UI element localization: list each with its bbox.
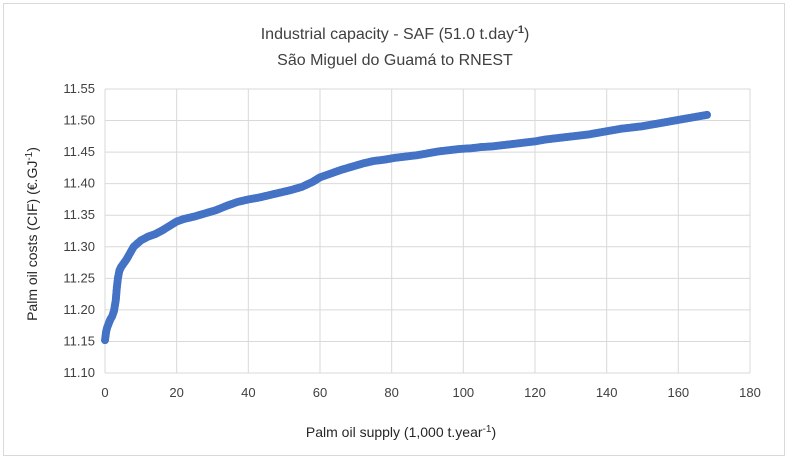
x-tick-label: 80 bbox=[384, 385, 398, 400]
y-tick-label: 11.20 bbox=[63, 302, 95, 317]
x-tick-label: 0 bbox=[101, 385, 108, 400]
x-tick-label: 140 bbox=[596, 385, 618, 400]
chart-frame: Industrial capacity - SAF (51.0 t.day-1)… bbox=[3, 3, 785, 456]
x-axis-title-main: Palm oil supply (1,000 t.year bbox=[306, 424, 483, 440]
x-axis-title-end: ) bbox=[491, 424, 496, 440]
y-axis-title-end: ) bbox=[24, 147, 40, 152]
y-axis-title-sup: -1 bbox=[24, 151, 35, 160]
x-tick-label: 120 bbox=[524, 385, 546, 400]
y-tick-label: 11.30 bbox=[63, 239, 95, 254]
chart-title-line2: São Miguel do Guamá to RNEST bbox=[277, 52, 513, 69]
y-tick-label: 11.40 bbox=[63, 176, 95, 191]
y-tick-label: 11.50 bbox=[63, 113, 95, 128]
data-points bbox=[101, 110, 711, 345]
x-tick-label: 20 bbox=[169, 385, 183, 400]
chart-title-line1: Industrial capacity - SAF (51.0 t.day-1) bbox=[261, 24, 530, 43]
chart-svg: Industrial capacity - SAF (51.0 t.day-1)… bbox=[24, 24, 761, 440]
chart-title-line1-end: ) bbox=[524, 26, 529, 43]
x-tick-label: 180 bbox=[739, 385, 761, 400]
x-tick-label: 40 bbox=[241, 385, 255, 400]
y-tick-labels: 11.10 11.15 11.20 11.25 11.30 11.35 11.40 11.45… bbox=[63, 81, 95, 380]
x-tick-label: 160 bbox=[667, 385, 689, 400]
x-tick-labels: 0 20 40 60 80 100 120 140 160 180 bbox=[101, 385, 760, 400]
x-tick-label: 60 bbox=[313, 385, 327, 400]
data-point-fill bbox=[701, 111, 710, 120]
x-tick-label: 100 bbox=[452, 385, 474, 400]
chart-title-line1-main: Industrial capacity - SAF (51.0 t.day bbox=[261, 26, 514, 43]
gridlines bbox=[104, 88, 751, 374]
chart-title-line1-sup: -1 bbox=[514, 24, 524, 36]
y-tick-label: 11.55 bbox=[63, 81, 95, 96]
y-tick-label: 11.35 bbox=[63, 207, 95, 222]
y-tick-label: 11.25 bbox=[63, 270, 95, 285]
y-tick-label: 11.15 bbox=[63, 333, 95, 348]
x-axis-title-sup: -1 bbox=[483, 424, 492, 435]
x-axis-title: Palm oil supply (1,000 t.year-1) bbox=[306, 424, 496, 440]
y-axis-title-main: Palm oil costs (CIF) (€.GJ bbox=[24, 161, 40, 321]
y-axis-title: Palm oil costs (CIF) (€.GJ-1) bbox=[24, 147, 40, 321]
y-tick-label: 11.10 bbox=[63, 365, 95, 380]
y-tick-label: 11.45 bbox=[63, 144, 95, 159]
